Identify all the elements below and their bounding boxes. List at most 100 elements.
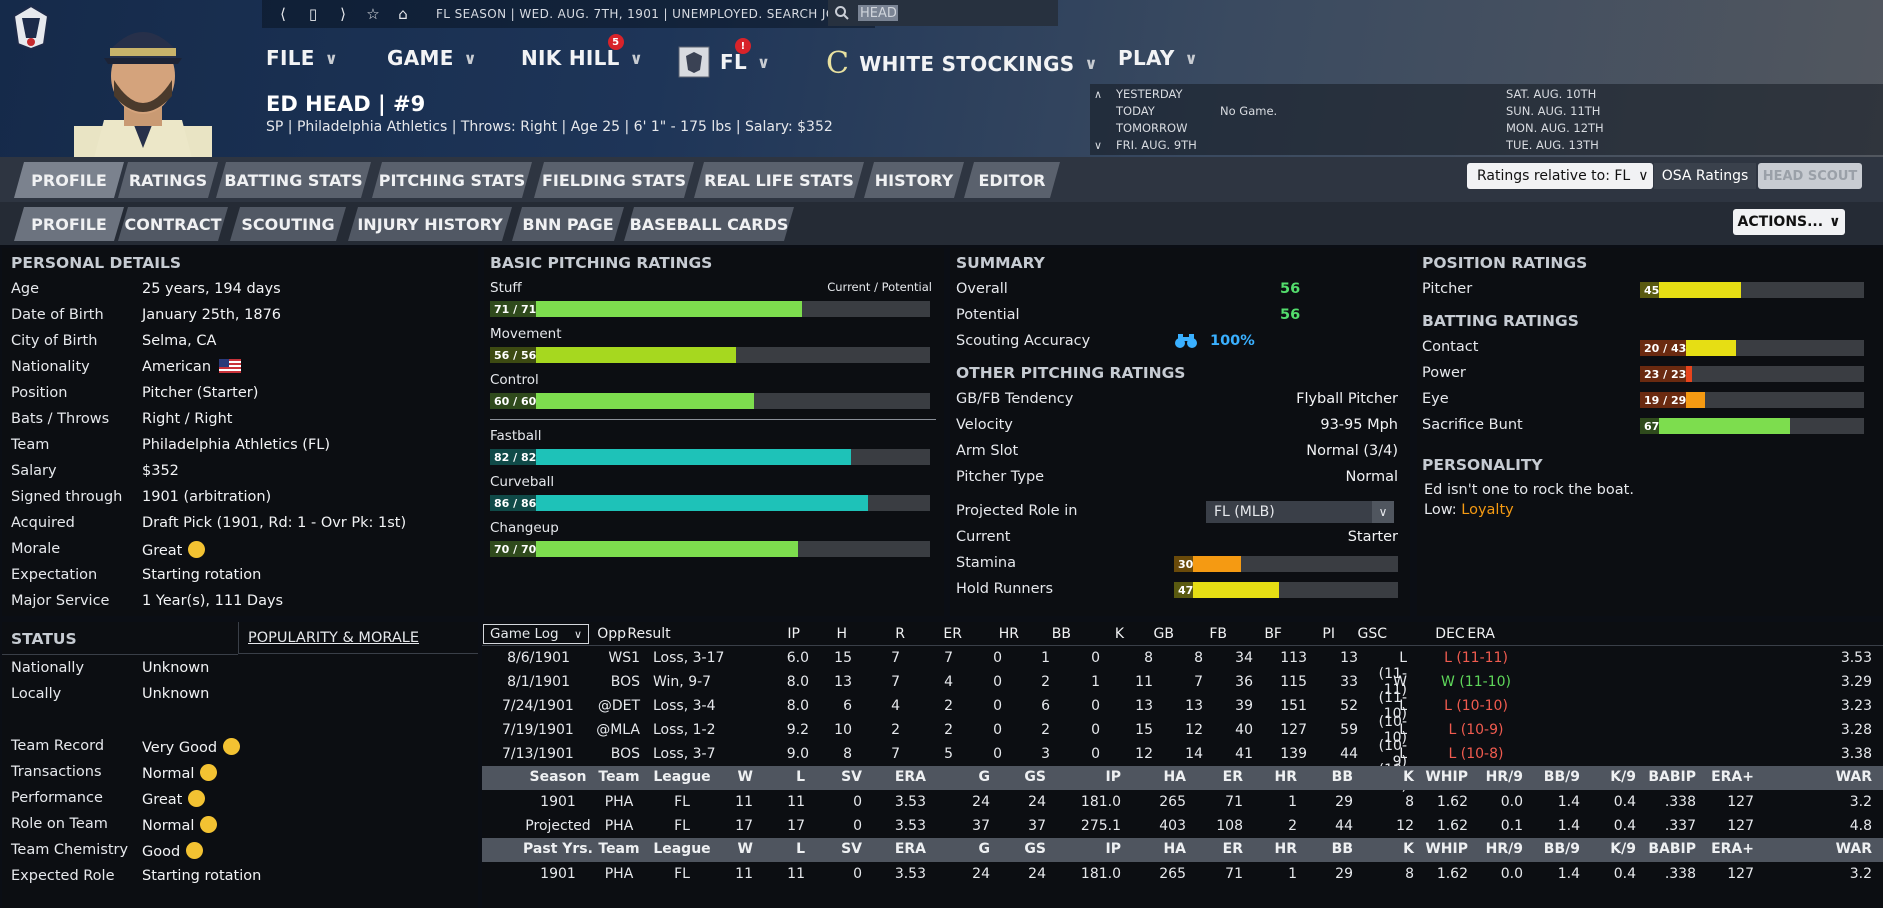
gamelog-result[interactable]: Win, 9-7 <box>653 674 712 690</box>
search-icon[interactable] <box>834 5 850 21</box>
season-stats-header[interactable]: WHIP <box>1425 769 1468 785</box>
subtab-bnn-page[interactable]: BNN PAGE <box>512 207 624 241</box>
past-stats-header[interactable]: IP <box>1105 841 1121 857</box>
season-stats-header[interactable]: L <box>796 769 805 785</box>
gamelog-result[interactable]: Loss, 3-17 <box>653 650 725 666</box>
game-log-select[interactable]: Game Log ∨ <box>483 624 589 644</box>
past-stats-header[interactable]: Past Yrs. <box>523 841 593 857</box>
season-stats-header[interactable]: G <box>978 769 991 785</box>
schedule-sat[interactable]: SAT. AUG. 10TH <box>1506 87 1597 101</box>
gamelog-result[interactable]: Loss, 3-4 <box>653 698 716 714</box>
tab-ratings[interactable]: RATINGS <box>118 162 218 198</box>
gamelog-result[interactable]: Loss, 1-2 <box>653 722 716 738</box>
schedule-sun[interactable]: SUN. AUG. 11TH <box>1506 104 1601 118</box>
past-stats-header[interactable]: SV <box>841 841 862 857</box>
past-stats-header[interactable]: ERA <box>894 841 926 857</box>
bookmark-icon[interactable]: ▯ <box>308 5 318 23</box>
gamelog-header[interactable]: Result <box>627 626 671 642</box>
season-stats-header[interactable]: ERA+ <box>1711 769 1754 785</box>
tab-history[interactable]: HISTORY <box>864 162 964 198</box>
past-stats-header[interactable]: HR/9 <box>1485 841 1523 857</box>
season-stats-header[interactable]: K <box>1403 769 1414 785</box>
subtab-scouting[interactable]: SCOUTING <box>230 207 346 241</box>
season-stats-header[interactable]: WAR <box>1835 769 1872 785</box>
popularity-morale-link[interactable]: POPULARITY & MORALE <box>248 630 420 646</box>
past-stats-header[interactable]: ERA+ <box>1711 841 1754 857</box>
gamelog-opp[interactable]: BOS <box>610 674 640 690</box>
past-stats-header[interactable]: BB <box>1331 841 1353 857</box>
gamelog-date[interactable]: 7/13/1901 <box>502 746 574 762</box>
subtab-injury-history[interactable]: INJURY HISTORY <box>348 207 512 241</box>
season-stats-header[interactable]: W <box>737 769 753 785</box>
tab-editor[interactable]: EDITOR <box>964 162 1060 198</box>
past-stats-header[interactable]: L <box>796 841 805 857</box>
past-stats-header[interactable]: G <box>978 841 991 857</box>
team-logo-icon[interactable] <box>10 4 52 50</box>
gamelog-header[interactable]: HR <box>998 626 1019 642</box>
tab-real-life-stats[interactable]: REAL LIFE STATS <box>694 162 864 198</box>
season-stats-header[interactable]: Season <box>529 769 587 785</box>
search-input[interactable] <box>858 5 898 21</box>
past-stats-header[interactable]: ER <box>1222 841 1243 857</box>
gamelog-header[interactable]: BF <box>1264 626 1282 642</box>
menu-league[interactable]: FL! ∨ <box>678 38 770 78</box>
past-stats-header[interactable]: League <box>653 841 711 857</box>
season-stats-header[interactable]: BABIP <box>1648 769 1696 785</box>
past-stats-header[interactable]: BB/9 <box>1543 841 1580 857</box>
season-stats-header[interactable]: BB/9 <box>1543 769 1580 785</box>
star-icon[interactable]: ☆ <box>366 5 380 23</box>
gamelog-date[interactable]: 8/6/1901 <box>507 650 570 666</box>
past-stats-header[interactable]: K/9 <box>1610 841 1636 857</box>
past-stats-header[interactable]: WAR <box>1835 841 1872 857</box>
ratings-relative-select[interactable]: Ratings relative to: FL ∨ <box>1467 163 1653 189</box>
season-stats-header[interactable]: BB <box>1331 769 1353 785</box>
gamelog-opp[interactable]: BOS <box>610 746 640 762</box>
gamelog-header[interactable]: H <box>836 626 847 642</box>
gamelog-header[interactable]: Opp <box>597 626 626 642</box>
tab-profile[interactable]: PROFILE <box>14 162 124 198</box>
schedule-tue[interactable]: TUE. AUG. 13TH <box>1506 138 1599 152</box>
schedule-yesterday[interactable]: YESTERDAY <box>1116 87 1183 101</box>
gamelog-date[interactable]: 8/1/1901 <box>507 674 570 690</box>
season-stats-header[interactable]: IP <box>1105 769 1121 785</box>
schedule-today[interactable]: TODAY <box>1116 104 1155 118</box>
home-icon[interactable]: ⌂ <box>398 5 408 23</box>
head-scout-button[interactable]: HEAD SCOUT <box>1758 163 1862 189</box>
back-icon[interactable]: ⟨ <box>280 5 286 23</box>
gamelog-header[interactable]: GB <box>1153 626 1174 642</box>
gamelog-opp[interactable]: @MLA <box>596 722 640 738</box>
menu-manager[interactable]: NIK HILL 5 ∨ <box>521 34 643 70</box>
season-stats-header[interactable]: League <box>653 769 711 785</box>
gamelog-header[interactable]: FB <box>1209 626 1227 642</box>
actions-button[interactable]: ACTIONS... ∨ <box>1733 209 1845 235</box>
gamelog-header[interactable]: K <box>1114 626 1124 642</box>
tab-pitching-stats[interactable]: PITCHING STATS <box>372 162 532 198</box>
past-stats-header[interactable]: BABIP <box>1648 841 1696 857</box>
schedule-mon[interactable]: MON. AUG. 12TH <box>1506 121 1604 135</box>
gamelog-header[interactable]: IP <box>787 626 800 642</box>
chevron-down-icon[interactable]: ∨ <box>1094 139 1103 152</box>
gamelog-date[interactable]: 7/24/1901 <box>502 698 574 714</box>
gamelog-header[interactable]: BB <box>1051 626 1071 642</box>
chevron-up-icon[interactable]: ∧ <box>1094 88 1103 101</box>
projected-role-select[interactable]: FL (MLB) ∨ <box>1206 501 1394 523</box>
season-stats-header[interactable]: HR/9 <box>1485 769 1523 785</box>
subtab-contract[interactable]: CONTRACT <box>118 207 228 241</box>
gamelog-header[interactable]: ERA <box>1467 626 1495 642</box>
gamelog-opp[interactable]: @DET <box>597 698 640 714</box>
season-stats-header[interactable]: HA <box>1163 769 1186 785</box>
season-stats-header[interactable]: SV <box>841 769 862 785</box>
menu-team[interactable]: C WHITE STOCKINGS ∨ <box>826 46 1098 81</box>
season-stats-header[interactable]: Team <box>598 769 640 785</box>
gamelog-result[interactable]: Loss, 3-7 <box>653 746 716 762</box>
past-stats-header[interactable]: HA <box>1163 841 1186 857</box>
menu-file[interactable]: FILE ∨ <box>266 46 338 70</box>
menu-game[interactable]: GAME ∨ <box>387 46 477 70</box>
past-stats-header[interactable]: W <box>737 841 753 857</box>
gamelog-header[interactable]: DEC <box>1435 626 1465 642</box>
season-stats-header[interactable]: ER <box>1222 769 1243 785</box>
gamelog-header[interactable]: PI <box>1322 626 1335 642</box>
gamelog-header[interactable]: ER <box>943 626 962 642</box>
gamelog-date[interactable]: 7/19/1901 <box>502 722 574 738</box>
season-stats-header[interactable]: GS <box>1024 769 1046 785</box>
